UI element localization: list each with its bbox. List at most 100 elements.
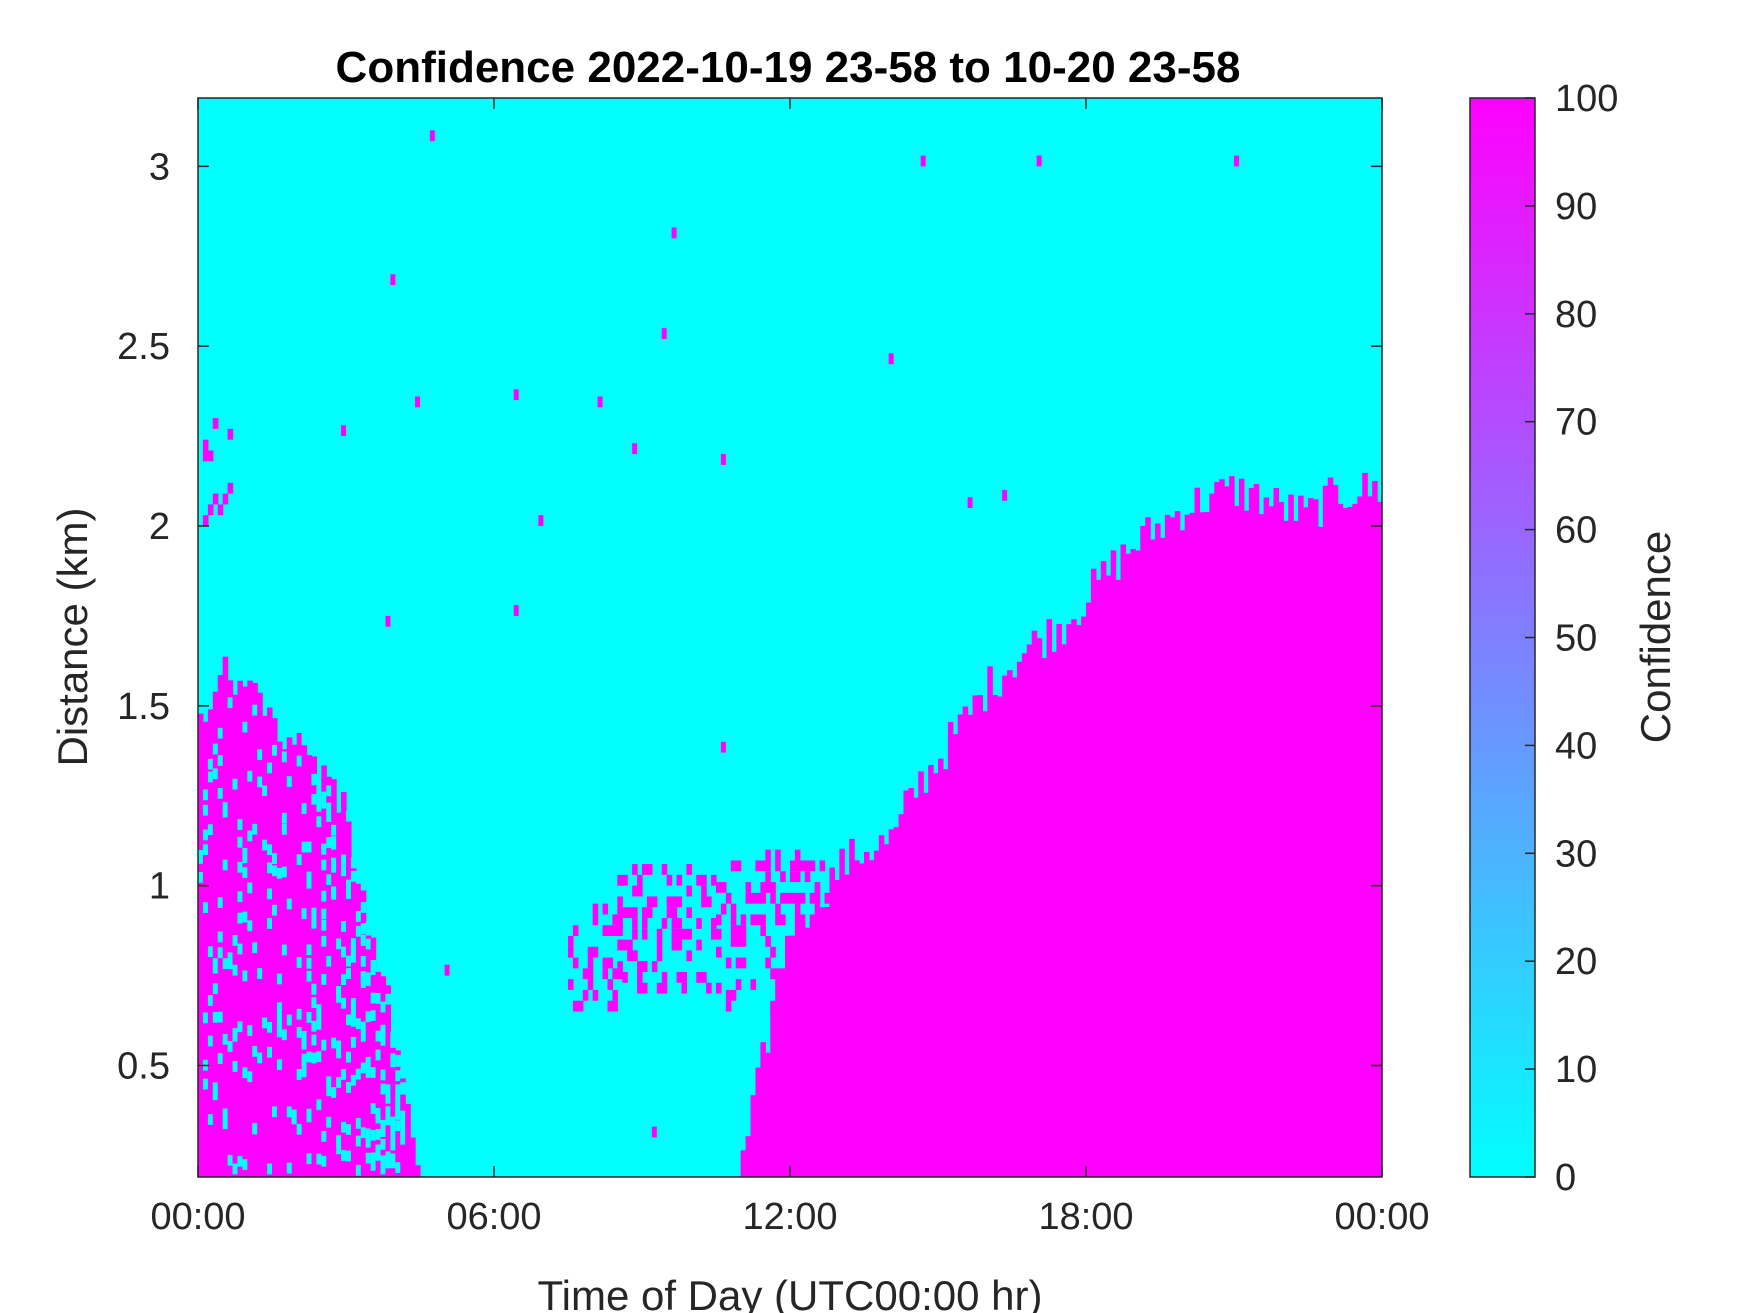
low-confidence-cell xyxy=(350,938,357,949)
low-confidence-cell xyxy=(237,912,243,924)
scattered-high-cell xyxy=(637,961,643,972)
scattered-high-cell xyxy=(770,968,776,980)
low-confidence-cell xyxy=(321,797,327,809)
low-confidence-cell xyxy=(306,1153,313,1165)
isolated-high-cell xyxy=(671,227,677,239)
high-confidence-column xyxy=(765,1052,771,1177)
low-confidence-cell xyxy=(306,1051,313,1063)
scattered-high-cell xyxy=(780,968,786,980)
low-confidence-cell xyxy=(276,1002,283,1014)
scattered-high-cell xyxy=(632,864,638,875)
high-confidence-column xyxy=(1036,638,1043,1177)
scattered-high-cell xyxy=(607,957,613,969)
scattered-high-cell xyxy=(765,882,771,893)
low-confidence-cell xyxy=(395,1084,401,1096)
low-confidence-cell xyxy=(321,935,327,947)
scattered-high-cell xyxy=(755,860,761,872)
low-confidence-cell xyxy=(341,1121,347,1133)
scattered-high-cell xyxy=(804,968,811,980)
high-confidence-column xyxy=(385,985,391,1177)
scattered-high-cell xyxy=(671,896,678,908)
low-confidence-cell xyxy=(281,812,288,824)
low-confidence-cell xyxy=(267,918,273,929)
x-tick-label: 06:00 xyxy=(446,1196,541,1238)
x-tick-label: 00:00 xyxy=(150,1196,245,1238)
low-confidence-cell xyxy=(385,1114,391,1126)
scattered-high-cell xyxy=(716,946,722,958)
low-confidence-cell xyxy=(237,819,243,830)
low-confidence-cell xyxy=(346,955,352,967)
low-confidence-cell xyxy=(400,1116,406,1128)
low-confidence-cell xyxy=(207,1035,214,1047)
low-confidence-cell xyxy=(276,1059,283,1071)
scattered-high-cell xyxy=(582,968,589,980)
scattered-high-cell xyxy=(686,864,692,875)
scattered-high-cell xyxy=(661,864,668,875)
high-confidence-column xyxy=(933,773,939,1177)
scattered-high-cell xyxy=(770,946,776,958)
low-confidence-cell xyxy=(252,823,258,835)
high-confidence-column xyxy=(237,680,243,1177)
colorbar-tick-label: 10 xyxy=(1555,1049,1597,1091)
low-confidence-cell xyxy=(242,911,248,923)
scattered-high-cell xyxy=(740,925,747,937)
high-confidence-column xyxy=(1357,496,1363,1177)
scattered-high-cell xyxy=(755,914,761,926)
low-confidence-cell xyxy=(247,882,253,894)
high-confidence-column xyxy=(1194,487,1201,1177)
scattered-high-cell xyxy=(617,961,623,972)
low-confidence-cell xyxy=(375,1049,382,1061)
scattered-high-cell xyxy=(622,939,628,951)
low-confidence-cell xyxy=(232,1163,239,1175)
low-confidence-cell xyxy=(222,1033,229,1045)
scattered-high-cell xyxy=(577,1000,584,1012)
scattered-high-cell xyxy=(780,914,786,926)
high-confidence-column xyxy=(1012,677,1018,1177)
scattered-high-cell xyxy=(582,989,589,1001)
high-confidence-column xyxy=(1100,561,1107,1177)
scattered-high-cell xyxy=(627,907,633,919)
low-confidence-cell xyxy=(346,1150,352,1162)
low-confidence-cell xyxy=(331,824,337,836)
low-confidence-cell xyxy=(365,938,372,950)
scattered-high-cell xyxy=(711,918,717,929)
low-confidence-cell xyxy=(207,995,214,1006)
high-confidence-column xyxy=(1002,675,1008,1177)
scattered-high-cell xyxy=(765,936,771,947)
low-confidence-cell xyxy=(395,1106,401,1118)
scattered-high-cell xyxy=(765,849,771,861)
colorbar: 0 10 20 30 40 50 60 70 80 90 100 xyxy=(1469,78,1618,1199)
scattered-high-cell xyxy=(587,979,594,990)
high-confidence-column xyxy=(1026,644,1033,1177)
scattered-high-cell xyxy=(740,957,747,969)
low-confidence-cell xyxy=(365,1136,372,1148)
scattered-high-cell xyxy=(711,928,717,940)
low-confidence-cell xyxy=(380,1026,387,1038)
scattered-high-cell xyxy=(202,439,209,451)
y-axis: 0.5 1 1.5 2 2.5 3 xyxy=(117,146,1382,1088)
low-confidence-cell xyxy=(360,977,367,989)
high-confidence-column xyxy=(1308,498,1314,1177)
isolated-high-cell xyxy=(720,741,726,753)
high-confidence-column xyxy=(977,695,983,1177)
low-confidence-cell xyxy=(395,1056,401,1067)
low-confidence-cell xyxy=(350,1006,357,1017)
scattered-high-cell xyxy=(686,950,692,962)
low-confidence-cell xyxy=(346,968,352,979)
high-confidence-column xyxy=(1125,553,1131,1177)
low-confidence-cell xyxy=(385,1106,391,1118)
high-confidence-column xyxy=(207,709,214,1177)
isolated-high-cell xyxy=(513,605,519,616)
low-confidence-cell xyxy=(286,776,293,787)
scattered-high-cell xyxy=(794,946,801,958)
low-confidence-cell xyxy=(326,1085,332,1097)
high-confidence-column xyxy=(1342,508,1349,1177)
low-confidence-cell xyxy=(217,727,224,739)
scattered-high-cell xyxy=(765,860,771,872)
low-confidence-cell xyxy=(281,866,288,878)
low-confidence-cell xyxy=(272,865,278,877)
low-confidence-cell xyxy=(360,879,367,891)
high-confidence-column xyxy=(972,695,979,1177)
scattered-high-cell xyxy=(632,885,638,897)
